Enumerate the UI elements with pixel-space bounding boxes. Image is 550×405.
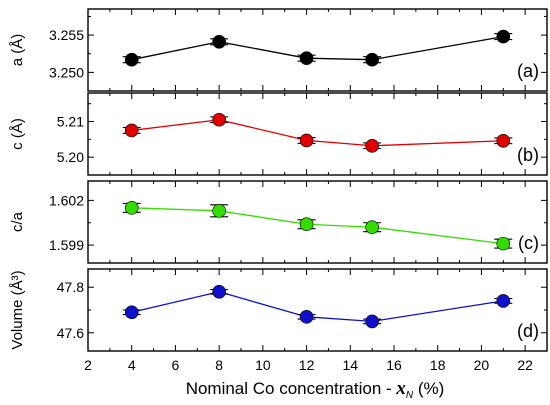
y-tick-label: 1.599	[49, 237, 84, 253]
y-tick-label: 1.602	[49, 192, 84, 208]
panel-label: (a)	[517, 61, 539, 81]
x-tick-label: 12	[299, 357, 315, 373]
data-point	[212, 284, 226, 299]
data-point	[124, 123, 139, 138]
plot-frame	[87, 268, 548, 352]
data-point	[496, 133, 511, 148]
panel-label: (d)	[517, 321, 539, 341]
x-tick-label: 14	[342, 357, 358, 373]
series-line	[131, 291, 504, 323]
x-axis-title: Nominal Co concentration - xN (%)	[186, 378, 445, 401]
data-point	[299, 51, 314, 66]
data-point	[212, 112, 226, 127]
data-point	[496, 29, 511, 44]
x-tick-label: 8	[215, 357, 223, 373]
x-tick-label: 18	[430, 357, 446, 373]
data-point	[496, 236, 511, 251]
y-tick-label: 47.6	[57, 325, 84, 341]
series-line	[131, 207, 504, 245]
data-point	[124, 201, 139, 215]
data-point	[124, 52, 139, 67]
x-tick-label: 20	[474, 357, 490, 373]
y-tick-label: 5.21	[57, 114, 84, 130]
panel-label: (c)	[518, 233, 539, 253]
plot-frame	[87, 180, 548, 264]
data-point	[124, 305, 139, 320]
y-tick-label: 5.20	[57, 149, 84, 165]
y-tick-label: 3.255	[49, 27, 84, 43]
y-axis-title: a (Å)	[9, 34, 26, 67]
data-point	[299, 310, 314, 324]
data-point	[365, 52, 379, 67]
x-tick-label: 10	[255, 357, 271, 373]
data-point	[299, 217, 314, 232]
data-point	[496, 294, 511, 308]
y-axis-title: c (Å)	[9, 118, 26, 150]
y-tick-label: 47.8	[57, 279, 84, 295]
x-tick-label: 6	[172, 357, 180, 373]
plot-frame	[87, 8, 548, 92]
x-tick-label: 4	[128, 357, 136, 373]
panel-label: (b)	[517, 145, 539, 165]
y-tick-label: 3.250	[49, 64, 84, 80]
data-point	[365, 220, 379, 235]
data-point	[365, 138, 379, 153]
data-point	[212, 204, 226, 218]
series-line	[131, 35, 504, 61]
x-tick-label: 16	[386, 357, 402, 373]
x-tick-label: 22	[517, 357, 533, 373]
y-axis-title: c/a	[9, 211, 26, 232]
x-tick-label: 2	[84, 357, 92, 373]
y-axis-title: Volume (Å³)	[9, 270, 26, 349]
data-point	[299, 133, 314, 148]
data-point	[365, 314, 379, 329]
series-line	[131, 119, 504, 147]
plot-frame	[87, 92, 548, 176]
data-point	[212, 34, 226, 49]
